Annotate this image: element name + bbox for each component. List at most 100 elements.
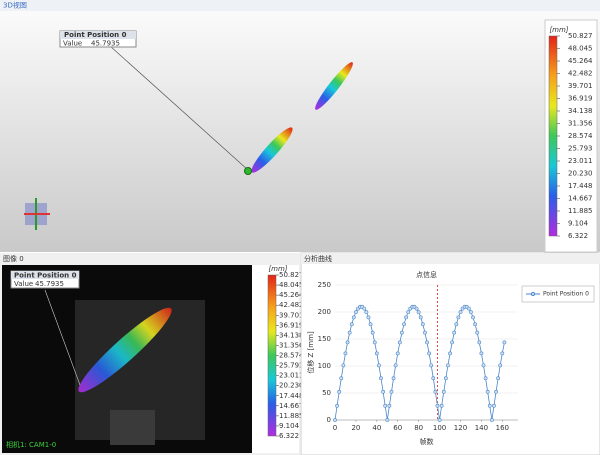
data-point xyxy=(414,306,419,311)
data-point xyxy=(389,389,394,394)
x-tick-label: 0 xyxy=(333,424,337,432)
tab[interactable]: 图像 0 xyxy=(3,254,24,263)
data-point xyxy=(381,389,386,394)
chart-title: 点信息 xyxy=(416,270,437,279)
data-point xyxy=(402,322,406,327)
data-point xyxy=(489,418,494,422)
data-point xyxy=(354,310,358,315)
data-point xyxy=(423,330,427,335)
colorbar-label: 31.356 xyxy=(279,341,304,349)
x-tick-label: 120 xyxy=(454,424,467,432)
x-tick-label: 20 xyxy=(351,424,360,432)
probe-value: 45.7935 xyxy=(35,280,64,288)
tab[interactable]: 3D视图 xyxy=(3,1,27,10)
data-point xyxy=(439,403,444,408)
colorbar-label: 20.230 xyxy=(279,382,304,390)
data-point xyxy=(487,403,492,408)
colorbar-label: 17.448 xyxy=(279,392,304,400)
data-point xyxy=(498,363,503,368)
data-point xyxy=(496,376,501,381)
data-point xyxy=(441,389,446,394)
x-tick-label: 100 xyxy=(433,424,446,432)
x-axis-label: 帧数 xyxy=(420,437,434,446)
y-tick-label: 200 xyxy=(318,308,331,316)
y-tick-label: 250 xyxy=(318,281,331,289)
colorbar-label: 9.104 xyxy=(279,422,300,430)
data-point xyxy=(473,322,478,327)
chart: 点信息 0 50 100 150 200 250 0 20 40 60 80 100 120 140 160 帧… xyxy=(306,270,595,446)
colorbar-label: 34.138 xyxy=(279,331,304,339)
y-tick-label: 100 xyxy=(318,362,331,370)
camera-label: 相机1: CAM1-0 xyxy=(6,440,56,449)
data-point xyxy=(391,376,396,381)
colorbar-label: 11.885 xyxy=(568,207,593,215)
data-point xyxy=(379,376,383,381)
tab[interactable]: 分析曲线 xyxy=(304,254,332,263)
colorbar-label: 36.919 xyxy=(568,95,593,103)
colorbar-label: 11.885 xyxy=(279,412,304,420)
probe-key: Value xyxy=(63,40,82,48)
leader-line xyxy=(44,289,81,386)
colorbar-label: 42.482 xyxy=(568,70,593,78)
y-tick-label: 0 xyxy=(327,416,331,424)
colorbar-scale xyxy=(267,274,277,437)
data-point xyxy=(368,322,373,327)
colorbar-unit: [mm] xyxy=(549,26,568,34)
data-point xyxy=(393,363,398,368)
probe-title: Point Position 0 xyxy=(14,272,77,280)
legend-label: Point Position 0 xyxy=(543,291,589,298)
x-tick-label: 140 xyxy=(475,424,488,432)
probe-header xyxy=(60,31,136,39)
data-point xyxy=(443,376,448,381)
data-point xyxy=(483,376,488,381)
data-point xyxy=(477,340,482,345)
colorbar-label: 20.230 xyxy=(568,170,593,178)
point-cloud xyxy=(251,127,293,173)
data-point xyxy=(341,363,346,368)
legend-box xyxy=(521,285,595,303)
data-point xyxy=(450,340,455,345)
data-point xyxy=(420,322,425,327)
data-point xyxy=(485,389,490,394)
data-point xyxy=(433,389,438,394)
colorbar-label: 42.482 xyxy=(279,301,304,309)
colorbar-label: 28.574 xyxy=(568,132,593,140)
data-point xyxy=(333,418,337,422)
y-tick-label: 50 xyxy=(322,389,331,397)
colorbar-label: 36.919 xyxy=(279,321,304,329)
data-point xyxy=(500,351,505,356)
data-point xyxy=(416,310,421,315)
data-point xyxy=(364,310,369,315)
colorbar-label: 9.104 xyxy=(568,220,589,228)
colorbar-label: 6.322 xyxy=(279,432,299,440)
data-point xyxy=(494,389,498,394)
data-point xyxy=(347,330,352,335)
data-point xyxy=(395,351,400,356)
data-point xyxy=(351,315,356,320)
data-point xyxy=(335,403,339,408)
colorbar-scale xyxy=(548,35,558,237)
data-point xyxy=(437,418,442,422)
data-point xyxy=(448,351,452,356)
colorbar-label: 48.045 xyxy=(279,281,304,289)
x-tick-label: 160 xyxy=(496,424,509,432)
legend-marker xyxy=(530,291,536,297)
data-point xyxy=(446,363,450,368)
colorbar-label: 39.701 xyxy=(568,82,593,90)
colorbar-label: 45.264 xyxy=(568,57,593,65)
data-point xyxy=(502,340,507,345)
probe-point[interactable] xyxy=(244,167,252,175)
data-point xyxy=(427,351,432,356)
data-point xyxy=(362,306,367,311)
data-point xyxy=(385,418,390,422)
colorbar-label: 39.701 xyxy=(279,311,304,319)
colorbar-label: 23.011 xyxy=(279,372,304,380)
data-point xyxy=(339,376,344,381)
data-point xyxy=(475,330,480,335)
tab-bar xyxy=(301,253,600,264)
colorbar-label: 28.574 xyxy=(279,352,304,360)
probe-value: 45.7935 xyxy=(91,40,120,48)
data-point xyxy=(406,310,411,315)
colorbar-label: 34.138 xyxy=(568,107,593,115)
